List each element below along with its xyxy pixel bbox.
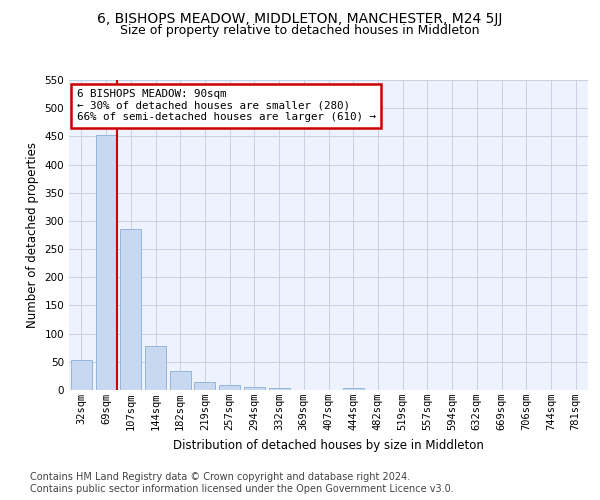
Bar — [194, 382, 215, 390]
Y-axis label: Number of detached properties: Number of detached properties — [26, 142, 39, 328]
Bar — [145, 346, 166, 390]
Text: Contains public sector information licensed under the Open Government Licence v3: Contains public sector information licen… — [30, 484, 454, 494]
Bar — [170, 372, 191, 390]
Text: 6 BISHOPS MEADOW: 90sqm
← 30% of detached houses are smaller (280)
66% of semi-d: 6 BISHOPS MEADOW: 90sqm ← 30% of detache… — [77, 90, 376, 122]
Bar — [269, 388, 290, 390]
Bar — [244, 387, 265, 390]
Text: Size of property relative to detached houses in Middleton: Size of property relative to detached ho… — [120, 24, 480, 37]
Text: 6, BISHOPS MEADOW, MIDDLETON, MANCHESTER, M24 5JJ: 6, BISHOPS MEADOW, MIDDLETON, MANCHESTER… — [97, 12, 503, 26]
Bar — [343, 388, 364, 390]
Bar — [219, 385, 240, 390]
Text: Contains HM Land Registry data © Crown copyright and database right 2024.: Contains HM Land Registry data © Crown c… — [30, 472, 410, 482]
Bar — [71, 360, 92, 390]
X-axis label: Distribution of detached houses by size in Middleton: Distribution of detached houses by size … — [173, 438, 484, 452]
Bar — [120, 230, 141, 390]
Bar — [95, 135, 116, 390]
